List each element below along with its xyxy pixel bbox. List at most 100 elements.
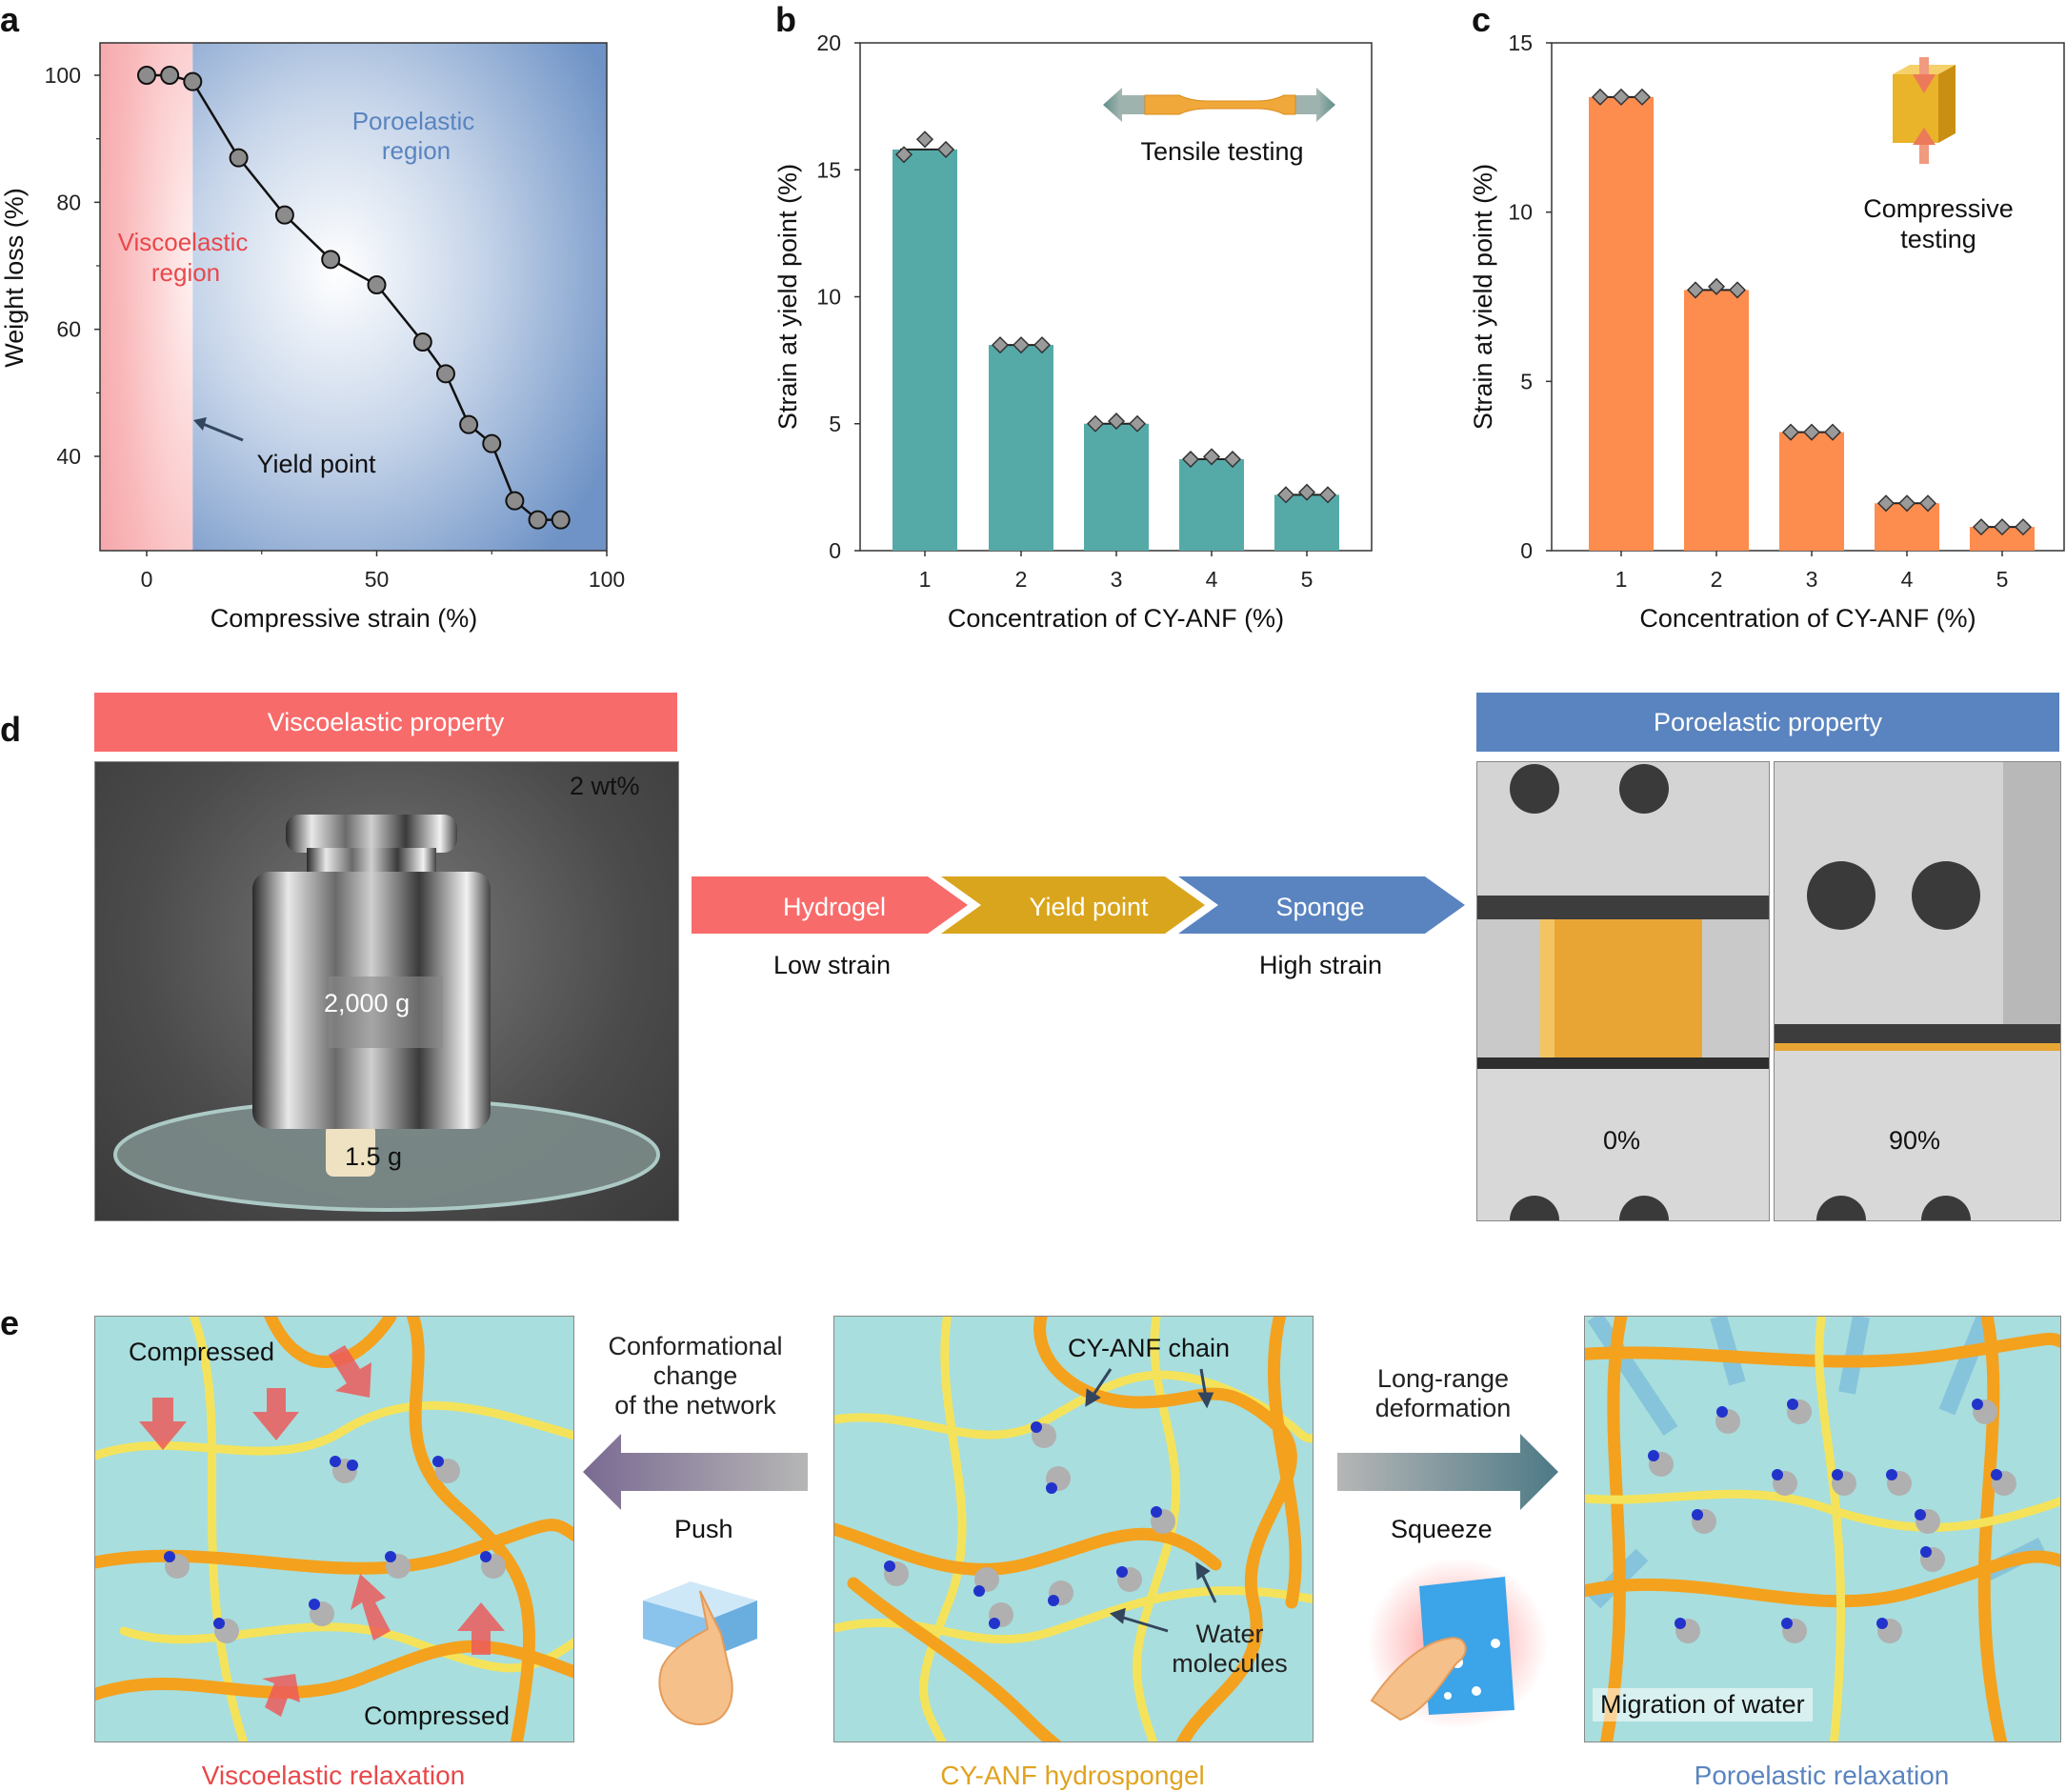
compressive-cube-icon — [1893, 57, 1956, 164]
sample-point-c — [2014, 518, 2033, 536]
squeeze-label: Squeeze — [1391, 1515, 1493, 1543]
x-tick-label-a: 50 — [365, 567, 390, 592]
y-tick-label-c: 5 — [1520, 369, 1533, 393]
x-axis-label-b: Concentration of CY-ANF (%) — [948, 604, 1284, 633]
y-tick-label-c: 0 — [1520, 538, 1533, 563]
data-point-a — [183, 71, 203, 91]
poroelastic-region-label-2: region — [382, 136, 451, 165]
state-arrow: Hydrogel Yield point Sponge — [692, 876, 1465, 934]
sample-point-b — [894, 146, 913, 164]
sample-point-c — [1802, 423, 1821, 441]
sample-point-b — [1107, 413, 1126, 431]
weight-loss-line — [147, 73, 561, 521]
sample-point-b — [1276, 486, 1295, 504]
sample-point-c — [1591, 88, 1610, 106]
sample-point-b — [1086, 414, 1105, 433]
x-tick-label-b: 4 — [1206, 567, 1218, 592]
data-point-a — [482, 433, 502, 453]
data-point-a — [321, 250, 341, 270]
viscoelastic-network-illustration: Compressed Compressed — [94, 1316, 574, 1742]
sample-point-b — [1223, 450, 1242, 469]
viscoelastic-relaxation-caption: Viscoelastic relaxation — [201, 1761, 466, 1790]
y-tick-label-a: 100 — [45, 63, 81, 88]
panel-label-a: a — [0, 0, 20, 39]
viscoelastic-region-label: Viscoelastic — [118, 228, 249, 256]
sample-point-c — [1781, 423, 1800, 441]
poroelastic-network-illustration: Migration of water — [1584, 1316, 2061, 1742]
data-point-a — [412, 332, 432, 352]
y-tick-label-b: 5 — [829, 412, 841, 436]
compressed-top-label: Compressed — [129, 1338, 275, 1366]
compression-photo-0: 0% — [1476, 761, 1770, 1221]
y-tick-label-b: 20 — [816, 30, 841, 55]
viscoelastic-region-label-2: region — [151, 258, 220, 287]
sample-point-c — [1918, 494, 1937, 513]
poroelastic-region — [192, 43, 608, 551]
bar-c — [1684, 290, 1749, 551]
x-tick-label-c: 3 — [1806, 567, 1818, 592]
data-point-a — [435, 364, 455, 384]
compressive-testing-label-1: Compressive — [1863, 194, 2014, 223]
sample-point-c — [1993, 518, 2012, 536]
y-axis-label-c: Strain at yield point (%) — [1469, 164, 1497, 430]
data-point-a — [160, 66, 180, 85]
sample-point-c — [1612, 88, 1631, 106]
arrow-sponge-label: Sponge — [1275, 893, 1364, 921]
x-tick-label-b: 5 — [1301, 567, 1314, 592]
arrow-yield-point-label: Yield point — [1029, 893, 1149, 921]
chart-c: 0 5 10 15 1 2 3 4 5 Concentration of CY-ANF (%) St… — [1469, 30, 2065, 633]
panel-label-e: e — [0, 1303, 20, 1342]
y-tick-label-a: 40 — [56, 444, 81, 469]
data-point-a — [137, 66, 156, 85]
x-tick-label-a: 0 — [141, 567, 153, 592]
data-point-a — [528, 510, 548, 530]
bar-b — [893, 149, 957, 551]
compression-photo-90: 90% — [1774, 761, 2061, 1221]
bar-c — [1589, 96, 1654, 551]
y-axis-label-a: Weight loss (%) — [0, 188, 29, 368]
squeeze-hand-icon — [1367, 1558, 1548, 1729]
y-tick-label-b: 0 — [829, 538, 841, 563]
strain-0-label: 0% — [1603, 1126, 1641, 1155]
x-tick-label-b: 2 — [1015, 567, 1028, 592]
data-point-a — [367, 275, 387, 294]
sample-point-b — [1202, 448, 1221, 466]
panel-label-b: b — [775, 0, 796, 39]
yield-point-label: Yield point — [256, 450, 376, 478]
weight-mass-label: 2,000 g — [324, 989, 411, 1017]
weight-photo: 2 wt% 2,000 g 1.5 g — [94, 761, 679, 1221]
data-point-a — [551, 510, 571, 530]
sample-point-c — [1633, 88, 1652, 106]
sample-point-b — [1181, 450, 1200, 469]
y-tick-label-a: 80 — [56, 190, 81, 214]
sample-point-c — [1897, 494, 1916, 513]
y-axis-label-b: Strain at yield point (%) — [773, 164, 802, 430]
poroelastic-relaxation-caption: Poroelastic relaxation — [1694, 1761, 1950, 1790]
y-tick-label-c: 15 — [1508, 30, 1533, 55]
conformational-change-label: Conformational change of the network — [608, 1332, 783, 1420]
push-label: Push — [674, 1515, 733, 1543]
sample-point-c — [1972, 518, 1991, 536]
sample-point-b — [1033, 336, 1052, 354]
x-tick-label-b: 3 — [1111, 567, 1123, 592]
poroelastic-region-label: Poroelastic — [352, 107, 475, 135]
bar-b — [1084, 423, 1149, 551]
bar-b — [989, 345, 1053, 551]
yield-arrow-head — [193, 417, 207, 431]
poroelastic-property-banner: Poroelastic property — [1476, 693, 2059, 752]
viscoelastic-region — [100, 43, 193, 551]
sample-point-c — [1707, 277, 1726, 295]
sample-point-b — [936, 140, 955, 158]
photo-concentration-label: 2 wt% — [570, 772, 640, 800]
y-tick-label-a: 60 — [56, 317, 81, 342]
arrow-hydrogel-label: Hydrogel — [783, 893, 886, 921]
panel-label-c: c — [1472, 0, 1492, 39]
high-strain-label: High strain — [1259, 951, 1383, 979]
sample-point-c — [1686, 281, 1705, 299]
x-tick-label-a: 100 — [589, 567, 625, 592]
sample-mass-label: 1.5 g — [345, 1142, 403, 1171]
push-arrow — [583, 1434, 808, 1510]
water-molecules-label: Water molecules — [1172, 1620, 1288, 1678]
data-point-a — [505, 491, 525, 511]
cy-anf-chain-label: CY-ANF chain — [1068, 1334, 1231, 1362]
